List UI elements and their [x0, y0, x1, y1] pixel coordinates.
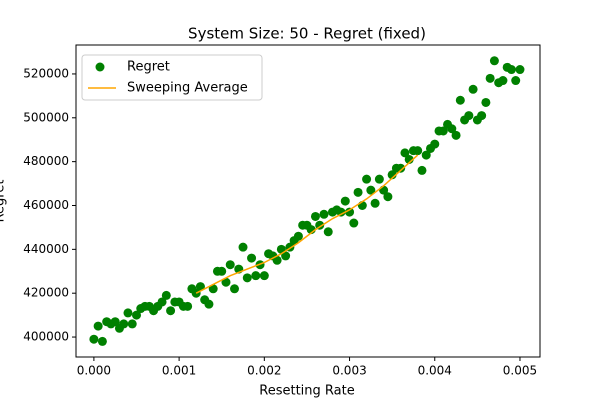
scatter-point: [370, 198, 380, 208]
legend-box: [81, 54, 263, 101]
scatter-point: [225, 260, 235, 270]
scatter-point: [413, 146, 423, 156]
scatter-point: [310, 211, 320, 221]
scatter-point: [259, 271, 269, 281]
scatter-point: [468, 84, 478, 94]
scatter-point: [166, 306, 176, 316]
x-tick-label: 0.005: [503, 364, 537, 378]
scatter-point: [383, 192, 393, 202]
scatter-point: [417, 165, 427, 175]
scatter-point: [447, 124, 457, 134]
line-series: [195, 154, 419, 294]
scatter-point: [230, 284, 240, 294]
legend-label: Sweeping Average: [127, 81, 248, 96]
scatter-point: [498, 76, 508, 86]
scatter-point: [93, 321, 103, 331]
scatter-point: [438, 126, 448, 136]
scatter-point: [119, 319, 129, 329]
scatter-point: [208, 284, 218, 294]
scatter-point: [281, 251, 291, 261]
scatter-point: [242, 273, 252, 283]
scatter-point: [161, 290, 171, 300]
scatter-point: [374, 174, 384, 184]
scatter-point: [251, 271, 261, 281]
scatter-point: [489, 56, 499, 66]
scatter-point: [238, 242, 248, 252]
scatter-point: [400, 148, 410, 158]
scatter-point: [247, 253, 257, 263]
scatter-point: [183, 301, 193, 311]
scatter-point: [481, 97, 491, 107]
scatter-point: [110, 317, 120, 327]
scatter-point: [195, 282, 205, 292]
scatter-point: [319, 209, 329, 219]
scatter-point: [127, 319, 137, 329]
scatter-point: [221, 277, 231, 287]
legend-label: Regret: [127, 60, 170, 75]
y-tick-label: 400000: [23, 330, 69, 344]
scatter-point: [506, 65, 516, 75]
y-tick-label: 440000: [23, 242, 69, 256]
scatter-point: [455, 95, 465, 105]
scatter-point: [396, 163, 406, 173]
y-tick-label: 460000: [23, 198, 69, 212]
scatter-point: [353, 187, 363, 197]
plot-frame: [75, 44, 541, 358]
scatter-point: [336, 207, 346, 217]
scatter-point: [97, 336, 107, 346]
scatter-point: [362, 174, 372, 184]
x-tick-label: 0.000: [77, 364, 111, 378]
scatter-point: [157, 297, 167, 307]
scatter-point: [477, 111, 487, 121]
scatter-point: [464, 111, 474, 121]
scatter-point: [430, 139, 440, 149]
scatter-point: [511, 76, 521, 86]
x-tick-label: 0.003: [332, 364, 366, 378]
scatter-point: [272, 255, 282, 265]
legend-marker: [95, 62, 105, 72]
scatter-point: [340, 196, 350, 206]
x-tick-label: 0.002: [247, 364, 281, 378]
x-tick-label: 0.004: [418, 364, 452, 378]
scatter-point: [123, 308, 133, 318]
chart-title: System Size: 50 - Regret (fixed): [188, 25, 426, 43]
scatter-point: [421, 150, 431, 160]
y-tick-label: 420000: [23, 286, 69, 300]
scatter-point: [217, 266, 227, 276]
scatter-point: [515, 65, 525, 75]
scatter-point: [366, 185, 376, 195]
scatter-point: [323, 227, 333, 237]
scatter-point: [204, 299, 214, 309]
scatter-point: [345, 207, 355, 217]
scatter-point: [293, 231, 303, 241]
y-axis-label: Regret: [0, 180, 8, 223]
scatter-point: [451, 130, 461, 140]
x-axis-label: Resetting Rate: [259, 384, 354, 399]
y-tick-label: 520000: [23, 66, 69, 80]
scatter-point: [89, 334, 99, 344]
y-tick-label: 480000: [23, 154, 69, 168]
scatter-point: [349, 218, 359, 228]
x-tick-label: 0.001: [162, 364, 196, 378]
y-tick-label: 500000: [23, 110, 69, 124]
scatter-point: [485, 73, 495, 83]
scatter-point: [132, 310, 142, 320]
